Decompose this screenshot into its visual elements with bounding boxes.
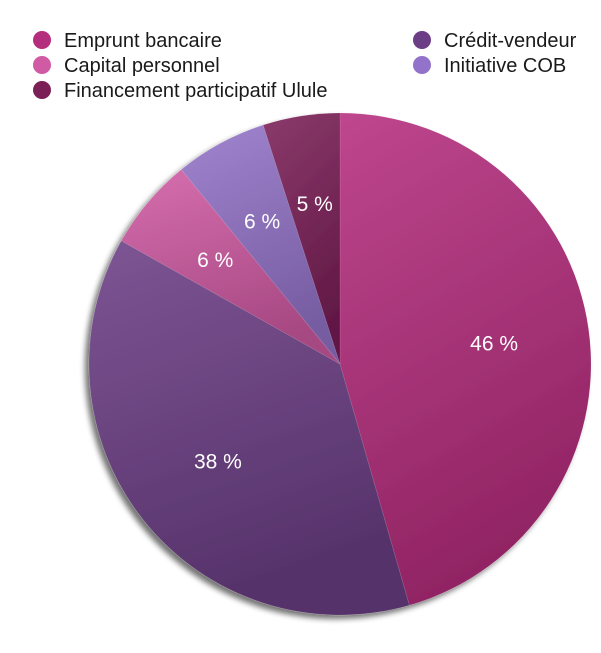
- pie-slice-emprunt-bancaire: [339, 112, 592, 606]
- legend-label-initiative-cob: Initiative COB: [444, 55, 566, 77]
- legend-swatch-capital-personnel: [33, 56, 51, 74]
- legend-label-financement-participatif-ulule: Financement participatif Ulule: [64, 80, 327, 102]
- slice-label-emprunt-bancaire: 46 %: [470, 332, 518, 355]
- slice-label-initiative-cob: 6 %: [244, 211, 280, 234]
- pie: [88, 112, 592, 616]
- legend-label-credit-vendeur: Crédit-vendeur: [444, 30, 577, 52]
- slice-label-capital-personnel: 6 %: [197, 249, 233, 272]
- legend-swatch-financement-participatif-ulule: [33, 81, 51, 99]
- legend-item-financement-participatif-ulule: Financement participatif Ulule: [33, 80, 327, 102]
- slice-labels: 46 % 38 % 6 % 6 % 5 %: [194, 193, 518, 474]
- slice-label-credit-vendeur: 38 %: [194, 451, 242, 474]
- legend-label-capital-personnel: Capital personnel: [64, 55, 220, 77]
- legend-swatch-emprunt-bancaire: [33, 31, 51, 49]
- pie-slice-financement-participatif-ulule: [262, 112, 341, 365]
- legend-item-capital-personnel: Capital personnel: [33, 55, 220, 77]
- legend-item-credit-vendeur: Crédit-vendeur: [413, 30, 577, 52]
- legend-swatch-initiative-cob: [413, 56, 431, 74]
- legend-label-emprunt-bancaire: Emprunt bancaire: [64, 30, 222, 52]
- legend-item-initiative-cob: Initiative COB: [413, 55, 566, 77]
- legend-item-emprunt-bancaire: Emprunt bancaire: [33, 30, 222, 52]
- legend: Emprunt bancaire Crédit-vendeur Capital pe…: [33, 30, 577, 102]
- pie-slice-credit-vendeur: [88, 240, 410, 616]
- slice-label-financement-participatif-ulule: 5 %: [297, 193, 333, 216]
- legend-swatch-credit-vendeur: [413, 31, 431, 49]
